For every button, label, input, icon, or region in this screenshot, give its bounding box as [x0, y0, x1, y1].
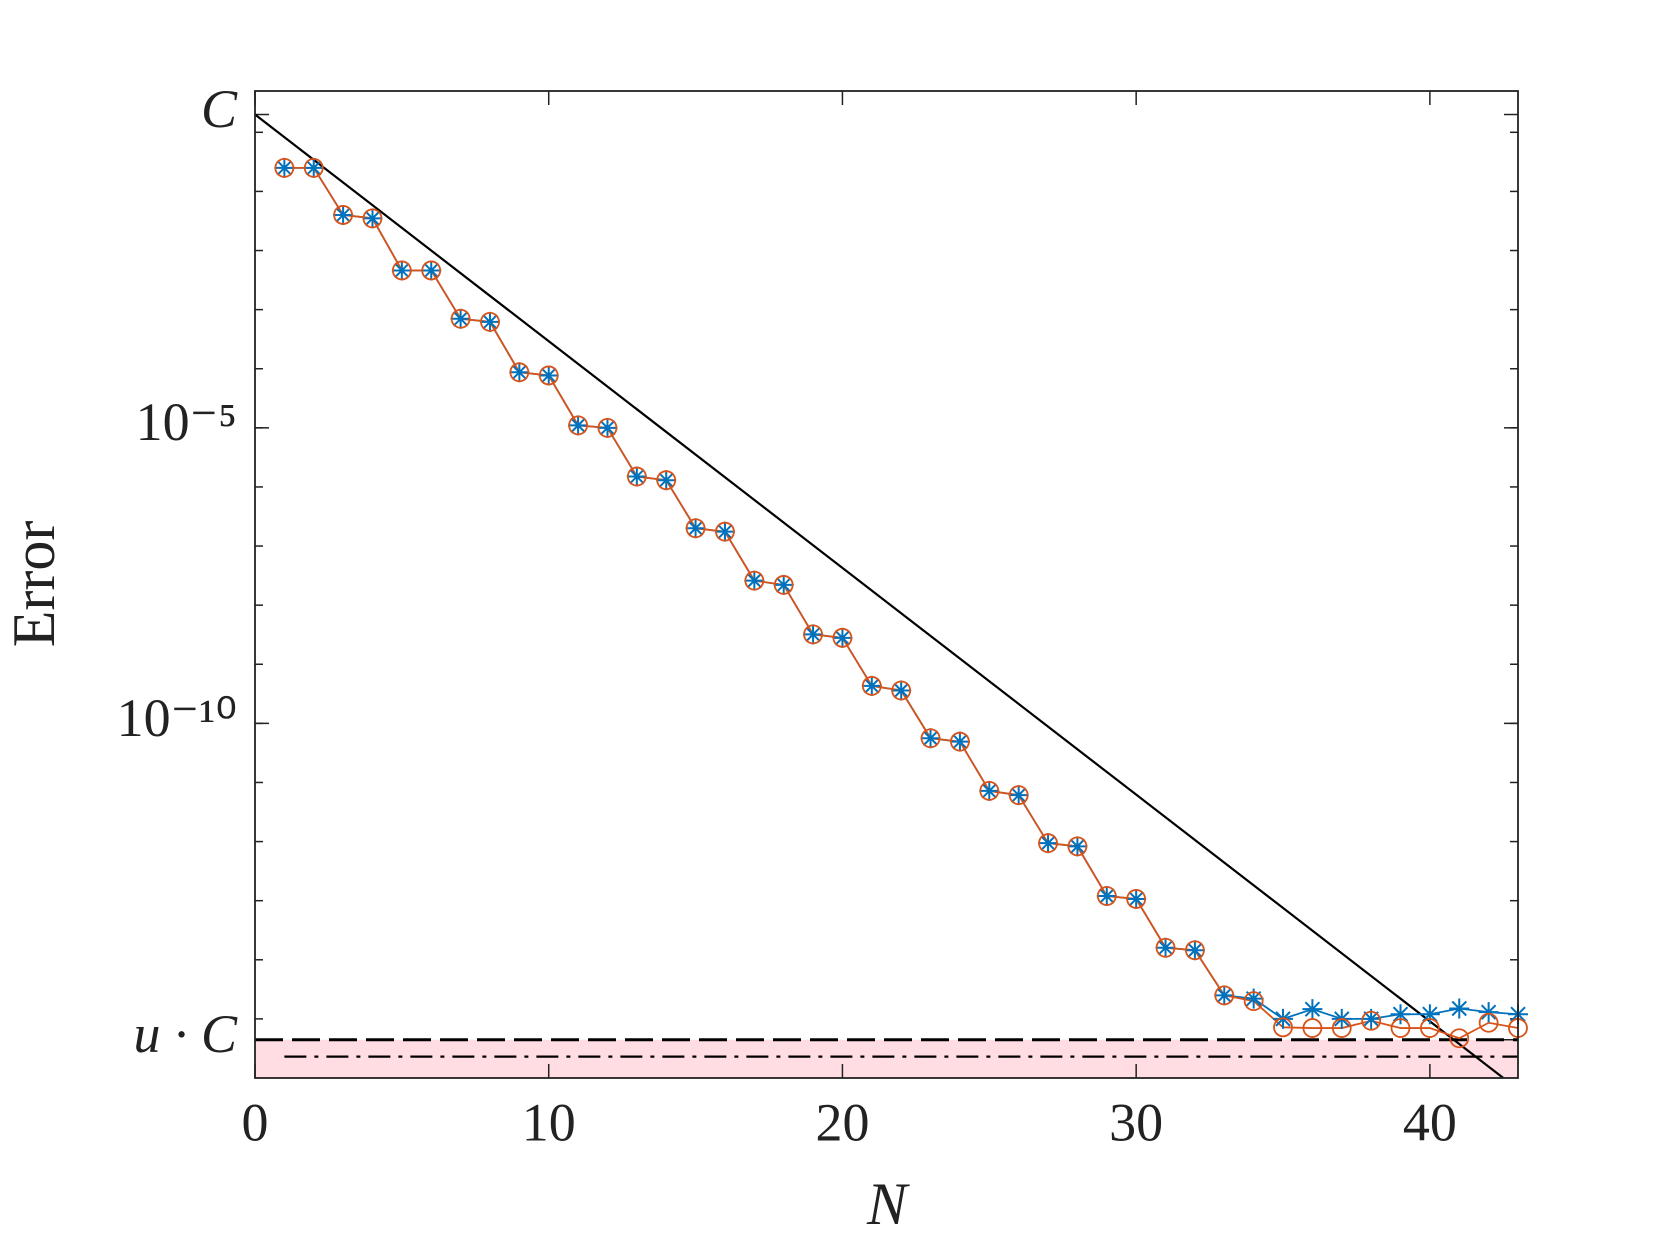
asterisk-marker: [1126, 888, 1147, 909]
asterisk-marker: [1361, 1008, 1382, 1029]
asterisk-marker: [832, 627, 853, 648]
circle-marker: [333, 205, 354, 225]
circle-marker: [480, 312, 500, 332]
asterisk-marker: [773, 574, 794, 595]
x-tick-label: 0: [242, 1092, 269, 1152]
circle-marker: [509, 362, 530, 383]
circle-marker: [538, 365, 559, 386]
asterisk-marker: [1302, 999, 1323, 1020]
circle-marker: [1302, 1018, 1323, 1038]
circle-marker: [450, 308, 471, 329]
asterisk-marker: [274, 157, 295, 178]
circle-marker: [1096, 886, 1117, 906]
asterisk-marker: [1419, 1004, 1440, 1025]
circle-marker: [1185, 940, 1205, 961]
circle-marker: [1390, 1018, 1411, 1038]
circle-marker: [685, 518, 706, 539]
circle-marker: [1273, 1017, 1293, 1038]
asterisk-marker: [479, 311, 500, 332]
circle-marker: [656, 470, 677, 491]
circle-marker: [1155, 937, 1176, 958]
asterisk-marker: [1214, 985, 1235, 1006]
x-axis-label: N: [866, 1171, 910, 1237]
circle-marker: [568, 415, 588, 436]
series-line: [284, 166, 1519, 1040]
circle-marker: [979, 781, 1000, 801]
circle-marker: [832, 627, 853, 648]
reference-line: [255, 113, 1504, 1078]
circle-marker: [1361, 1010, 1382, 1031]
circle-marker: [1449, 1028, 1470, 1049]
circle-marker: [391, 260, 412, 281]
y-tick-label: u · C: [133, 1004, 238, 1064]
asterisk-marker: [803, 624, 824, 645]
y-tick-label: C: [201, 79, 238, 139]
asterisk-marker: [744, 570, 765, 591]
circle-marker: [362, 208, 383, 229]
circle-marker: [715, 521, 735, 542]
asterisk-marker: [362, 208, 383, 229]
circle-marker: [1419, 1018, 1440, 1038]
asterisk-marker: [949, 731, 970, 752]
y-axis-label: Error: [1, 521, 67, 648]
asterisk-marker: [450, 308, 471, 329]
circle-marker: [1243, 991, 1264, 1012]
asterisk-marker: [1067, 836, 1088, 857]
asterisk-marker: [920, 728, 941, 749]
circle-marker: [303, 157, 324, 178]
asterisk-marker: [1449, 998, 1470, 1019]
x-tick-label: 10: [522, 1092, 576, 1152]
asterisk-marker: [391, 260, 412, 281]
circle-marker: [1214, 985, 1235, 1006]
asterisk-marker: [1478, 1002, 1499, 1023]
asterisk-marker: [685, 518, 706, 539]
circle-marker: [1478, 1012, 1499, 1033]
shaded-band: [255, 1039, 1518, 1078]
y-tick-label: 10⁻⁵: [136, 392, 237, 452]
circle-marker: [1038, 833, 1058, 854]
circle-marker: [744, 570, 765, 591]
asterisk-marker: [597, 417, 618, 438]
asterisk-marker: [1038, 833, 1059, 854]
circle-marker: [274, 157, 295, 178]
circle-marker: [891, 680, 912, 701]
asterisk-marker: [714, 521, 735, 542]
asterisk-marker: [979, 780, 1000, 801]
asterisk-marker: [656, 470, 677, 491]
y-tick-label: 10⁻¹⁰: [117, 688, 237, 748]
asterisk-marker: [1184, 940, 1205, 961]
circle-marker: [773, 575, 794, 595]
circle-marker: [803, 624, 823, 645]
asterisk-marker: [626, 466, 647, 487]
asterisk-marker: [1008, 785, 1029, 806]
asterisk-marker: [1096, 886, 1117, 907]
x-tick-label: 20: [815, 1092, 869, 1152]
circle-marker: [1126, 889, 1147, 909]
series-line: [284, 166, 1519, 1020]
circle-marker: [861, 676, 882, 696]
circle-marker: [626, 466, 647, 487]
asterisk-marker: [1390, 1004, 1411, 1025]
plot-frame: [254, 90, 1519, 1079]
x-tick-label: 30: [1109, 1092, 1163, 1152]
asterisk-marker: [891, 680, 912, 701]
asterisk-marker: [509, 362, 530, 383]
circle-marker: [1008, 785, 1029, 806]
circle-marker: [597, 417, 618, 438]
asterisk-marker: [333, 204, 354, 225]
asterisk-marker: [1243, 988, 1264, 1009]
asterisk-marker: [303, 157, 324, 178]
circle-marker: [1067, 836, 1088, 857]
circle-marker: [1331, 1018, 1352, 1038]
asterisk-marker: [568, 415, 589, 436]
circle-marker: [421, 260, 442, 281]
asterisk-marker: [421, 260, 442, 281]
asterisk-marker: [538, 365, 559, 386]
circle-marker: [950, 731, 970, 752]
asterisk-marker: [861, 675, 882, 696]
circle-marker: [920, 728, 941, 749]
asterisk-marker: [1155, 937, 1176, 958]
x-tick-label: 40: [1403, 1092, 1457, 1152]
